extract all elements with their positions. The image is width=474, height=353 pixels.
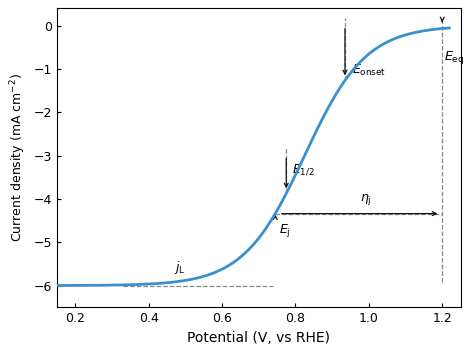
Text: $E_{\mathrm{onset}}$: $E_{\mathrm{onset}}$: [352, 62, 386, 78]
Text: $E_{1/2}$: $E_{1/2}$: [292, 162, 314, 177]
Y-axis label: Current density (mA cm$^{-2}$): Current density (mA cm$^{-2}$): [9, 73, 28, 242]
X-axis label: Potential (V, vs RHE): Potential (V, vs RHE): [187, 331, 330, 345]
Text: $j_{\mathrm{L}}$: $j_{\mathrm{L}}$: [174, 259, 186, 276]
Text: $E_{\mathrm{j}}$: $E_{\mathrm{j}}$: [279, 222, 291, 239]
Text: $E_{\mathrm{eq}}$: $E_{\mathrm{eq}}$: [444, 49, 464, 66]
Text: $\eta_{\mathrm{j}}$: $\eta_{\mathrm{j}}$: [360, 192, 372, 207]
